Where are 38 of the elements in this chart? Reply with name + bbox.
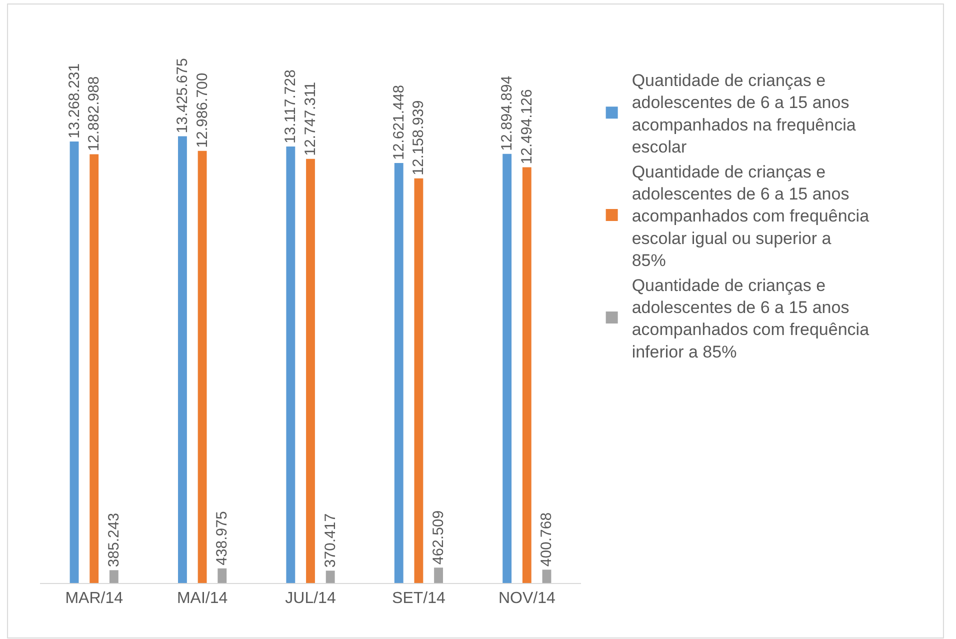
- bar: [90, 154, 99, 583]
- bar: [434, 568, 443, 583]
- data-label: 400.768: [538, 512, 556, 567]
- bar: [394, 163, 404, 583]
- bar: [326, 570, 335, 583]
- bar: [178, 136, 187, 583]
- data-label: 12.747.311: [302, 82, 319, 156]
- data-label: 462.509: [430, 510, 448, 565]
- x-tick-label: MAR/14: [65, 590, 124, 608]
- data-label: 12.158.939: [410, 100, 428, 176]
- data-label: 13.425.675: [174, 58, 191, 134]
- x-tick-label: NOV/14: [498, 590, 556, 608]
- bar: [198, 150, 207, 583]
- data-label: 12.894.894: [498, 76, 516, 151]
- bar: [414, 178, 424, 583]
- x-tick-label: MAI/14: [176, 590, 228, 608]
- bar: [522, 167, 532, 583]
- bar: [542, 570, 552, 583]
- bar: [286, 146, 296, 583]
- data-label: 12.986.700: [194, 72, 211, 148]
- data-label: 12.494.126: [518, 89, 536, 164]
- data-label: 13.117.728: [282, 70, 300, 144]
- data-label: 385.243: [105, 512, 122, 568]
- bar: [306, 158, 315, 583]
- legend-label: Quantidade de crianças e adolescentes de 6 a 15 anos acompanhados com frequência inferior a 85%: [632, 276, 870, 362]
- legend-label: Quantidade de crianças e adolescentes de 6 a 15 anos acompanhados com frequência escolar igual ou superior a 85%: [632, 162, 870, 270]
- legend-label: Quantidade de crianças e adolescentes de 6 a 15 anos acompanhados na frequência escolar: [632, 71, 856, 156]
- data-label: 370.417: [322, 513, 339, 568]
- x-tick-label: JUL/14: [285, 590, 336, 608]
- bar: [218, 568, 227, 583]
- bar: [109, 570, 118, 583]
- data-label: 12.882.988: [86, 76, 103, 152]
- data-label: 438.975: [214, 511, 231, 566]
- bar: [70, 141, 79, 583]
- data-label: 12.621.448: [390, 84, 408, 160]
- bar: [502, 154, 512, 583]
- data-label: 13.268.231: [66, 63, 83, 138]
- x-tick-label: SET/14: [392, 590, 446, 608]
